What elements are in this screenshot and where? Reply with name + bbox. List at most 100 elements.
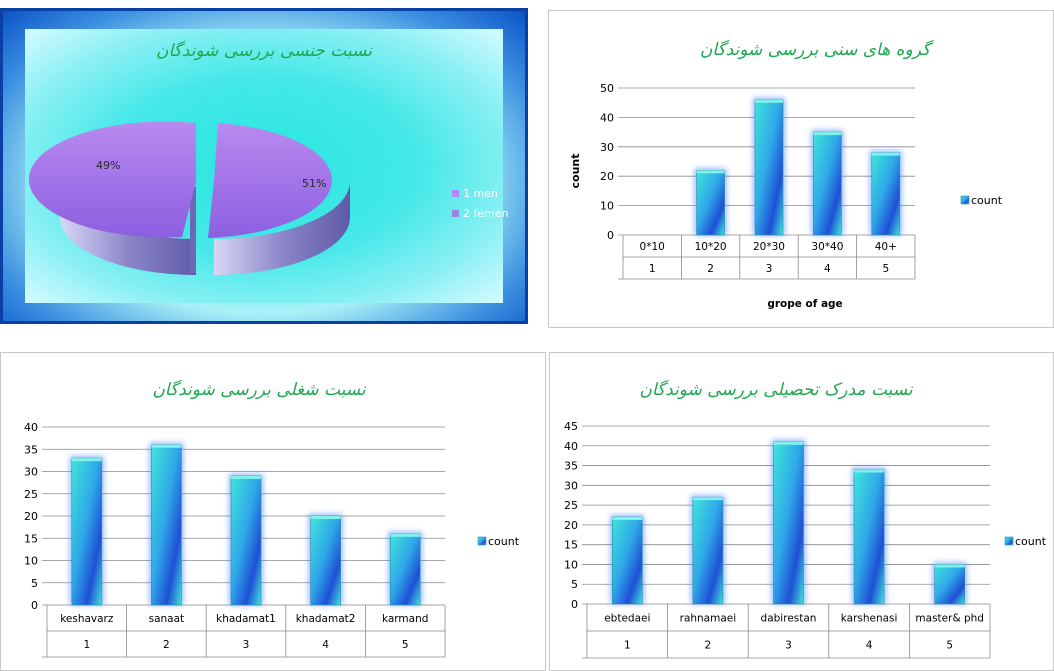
gender-chart-title: نسبت جنسی بررسی شوندگان — [156, 40, 373, 61]
bar-cap — [71, 458, 102, 462]
y-tick-label: 0 — [31, 599, 38, 612]
bar-30*40 — [813, 131, 842, 236]
legend-swatch — [477, 536, 487, 546]
education-chart-title: نسبت مدرک تحصیلی بررسی شوندگان — [639, 379, 914, 400]
category-index-label: 4 — [322, 639, 329, 651]
bar-rahnamaei — [692, 496, 724, 605]
legend-swatch-femen — [452, 210, 459, 217]
bar-master& phd — [934, 564, 966, 605]
bar-cap — [692, 497, 723, 501]
bar-cap — [231, 475, 261, 479]
category-label: dabirestan — [761, 613, 817, 625]
age-y-axis-label: count — [569, 154, 582, 189]
category-index-label: 4 — [866, 640, 873, 652]
education-chart-panel: نسبت مدرک تحصیلی بررسی شوندگان 0 5 10 15 20 2… — [549, 352, 1054, 671]
category-index-label: 4 — [824, 263, 831, 275]
y-tick-label: 10 — [24, 555, 38, 568]
bar-sanaat — [151, 444, 182, 606]
bar-khadamat2 — [310, 515, 341, 606]
bar-cap — [871, 152, 900, 156]
y-tick-label: 5 — [571, 578, 578, 591]
category-label: rahnamaei — [680, 613, 737, 625]
bar-karmand — [389, 533, 421, 606]
bar-cap — [854, 469, 885, 473]
y-tick-label: 40 — [600, 111, 614, 124]
category-index-label: 3 — [243, 639, 250, 651]
category-label: sanaat — [149, 613, 185, 625]
pie-side-men — [60, 181, 196, 275]
y-tick-label: 25 — [24, 488, 38, 501]
category-label: khadamat2 — [296, 613, 356, 625]
category-index-label: 2 — [705, 640, 712, 652]
pie-side-femen — [214, 181, 350, 275]
y-tick-label: 40 — [564, 440, 578, 453]
age-chart-panel: گروه های سنی بررسی شوندگان count grope o… — [548, 10, 1054, 328]
bar-cap — [755, 99, 783, 103]
bar-cap — [390, 533, 421, 537]
legend-swatch — [1004, 536, 1014, 546]
legend-swatch-men — [452, 190, 459, 197]
bar-cap — [151, 444, 182, 448]
bar-cap — [813, 132, 842, 136]
category-label: 20*30 — [753, 241, 785, 253]
category-index-label: 1 — [649, 263, 656, 275]
y-tick-label: 30 — [600, 141, 614, 154]
y-tick-label: 20 — [24, 510, 38, 523]
bar-karshenasi — [853, 469, 885, 605]
category-label: ebtedaei — [604, 613, 650, 625]
y-tick-label: 5 — [31, 577, 38, 590]
bar-dabirestan — [773, 441, 804, 605]
age-bar-chart: گروه های سنی بررسی شوندگان count grope o… — [569, 39, 1003, 310]
y-tick-label: 50 — [600, 82, 614, 95]
bar-cap — [934, 564, 965, 568]
pie-slice-femen — [208, 123, 332, 238]
y-tick-label: 10 — [600, 200, 614, 213]
y-tick-label: 35 — [24, 443, 38, 456]
category-index-label: 3 — [785, 640, 792, 652]
y-tick-label: 0 — [571, 598, 578, 611]
pie-slice-men-main — [28, 121, 197, 238]
y-tick-label: 20 — [564, 519, 578, 532]
gender-chart-panel: نسبت جنسی بررسی شوندگان 49% 51% 1 men 2 f… — [0, 8, 528, 324]
legend-label-men: 1 men — [463, 187, 498, 200]
bar-cap — [773, 441, 804, 445]
y-tick-label: 0 — [607, 229, 614, 242]
job-chart-title: نسبت شغلی بررسی شوندگان — [152, 379, 367, 400]
age-x-axis-label: grope of age — [767, 298, 842, 310]
category-label: 10*20 — [695, 241, 727, 253]
category-index-label: 5 — [402, 639, 409, 651]
y-tick-label: 25 — [564, 499, 578, 512]
y-tick-label: 45 — [564, 420, 578, 433]
bar-40+ — [871, 152, 901, 236]
category-label: karmand — [382, 613, 428, 625]
legend-swatch — [960, 195, 970, 205]
gender-legend: 1 men 2 femen — [452, 187, 509, 220]
category-index-label: 3 — [766, 263, 773, 275]
category-index-label: 5 — [882, 263, 889, 275]
job-chart-panel: نسبت شغلی بررسی شوندگان 0 5 10 15 20 25 30 35 40… — [0, 352, 546, 671]
pie-cut-face — [190, 187, 196, 273]
bar-ebtedaei — [611, 516, 643, 605]
y-tick-label: 30 — [564, 479, 578, 492]
pie-label-men: 49% — [96, 159, 120, 172]
job-bar-chart: نسبت شغلی بررسی شوندگان 0510152025303540… — [24, 379, 520, 658]
bar-cap — [310, 516, 341, 519]
y-tick-label: 35 — [564, 460, 578, 473]
y-tick-label: 15 — [564, 539, 578, 552]
legend-label: count — [971, 194, 1003, 207]
category-label: master& phd — [915, 613, 984, 625]
pie-label-femen: 51% — [302, 177, 326, 190]
category-index-label: 1 — [624, 640, 631, 652]
legend-label-femen: 2 femen — [463, 207, 509, 220]
category-label: 40+ — [875, 241, 897, 253]
category-label: karshenasi — [841, 613, 898, 625]
y-tick-label: 15 — [24, 532, 38, 545]
legend-label: count — [488, 535, 520, 548]
y-tick-label: 20 — [600, 170, 614, 183]
y-tick-label: 40 — [24, 421, 38, 434]
education-bar-chart: نسبت مدرک تحصیلی بررسی شوندگان 051015202… — [564, 379, 1047, 659]
bar-10*20 — [696, 170, 725, 236]
category-label: khadamat1 — [216, 613, 276, 625]
category-index-label: 5 — [946, 640, 953, 652]
bar-khadamat1 — [230, 475, 262, 606]
